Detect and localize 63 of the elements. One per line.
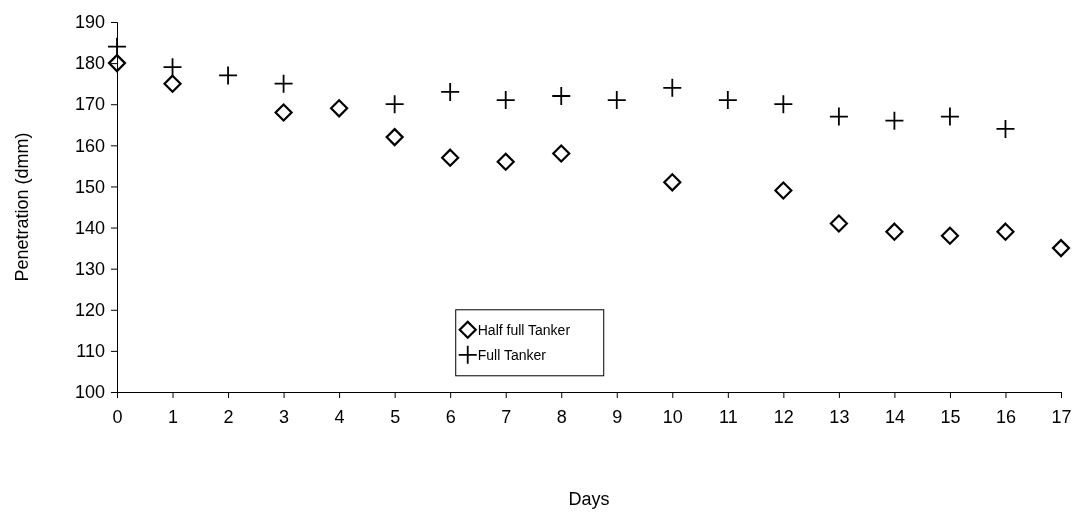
point (107, 54, 127, 73)
point (717, 90, 738, 111)
point (551, 86, 572, 106)
point (441, 148, 460, 167)
point (940, 226, 960, 245)
x-tick-label: 0 (112, 406, 123, 427)
x-tick-label: 15 (940, 406, 961, 427)
point (274, 103, 293, 122)
x-tick-label: 6 (445, 406, 456, 427)
point (940, 106, 960, 127)
point (662, 77, 683, 98)
point (273, 73, 294, 94)
y-tick-label: 190 (74, 12, 105, 33)
point (552, 144, 571, 163)
x-tick-label: 16 (995, 406, 1016, 427)
point (107, 36, 127, 57)
x-tick-label: 4 (334, 406, 345, 427)
point (996, 222, 1015, 241)
x-tick-label: 1 (168, 406, 179, 427)
point (385, 128, 404, 147)
x-tick-label: 10 (662, 406, 683, 427)
y-tick-label: 180 (74, 53, 105, 74)
x-tick-label: 11 (718, 406, 738, 427)
x-tick-label: 8 (556, 406, 567, 427)
y-axis-title: Penetration (dmm) (12, 132, 32, 282)
y-tick-label: 100 (74, 382, 105, 403)
point (440, 81, 461, 102)
point (828, 106, 849, 127)
x-tick-label: 17 (1051, 406, 1072, 427)
point (606, 90, 627, 111)
x-axis-title: Days (568, 489, 610, 509)
point (218, 65, 238, 86)
x-tick-label: 12 (773, 406, 794, 427)
x-tick-label: 3 (279, 406, 290, 427)
x-tick-label: 2 (223, 406, 234, 427)
x-tick-label: 9 (612, 406, 623, 427)
point (774, 181, 793, 200)
point (162, 57, 183, 78)
point (773, 94, 794, 115)
point (663, 173, 682, 192)
y-tick-label: 130 (74, 258, 105, 279)
x-tick-label: 13 (829, 406, 850, 427)
point (496, 152, 515, 171)
point (995, 118, 1016, 139)
x-tick-label: 5 (390, 406, 401, 427)
x-tick-label: 7 (501, 406, 512, 427)
y-tick-label: 110 (76, 341, 105, 362)
legend-label: Half full Tanker (477, 321, 571, 338)
legend-label: Full Tanker (477, 346, 547, 363)
point (384, 94, 405, 115)
point (885, 222, 904, 241)
x-tick-label: 14 (884, 406, 905, 427)
point (884, 110, 905, 131)
y-tick-label: 170 (74, 94, 105, 115)
point (829, 214, 848, 233)
point (163, 74, 182, 93)
point (1051, 239, 1071, 258)
y-tick-label: 150 (74, 176, 105, 197)
y-tick-label: 160 (74, 135, 105, 156)
y-tick-label: 140 (74, 217, 105, 238)
y-tick-label: 120 (74, 300, 105, 321)
point (495, 90, 516, 111)
point (330, 99, 349, 118)
